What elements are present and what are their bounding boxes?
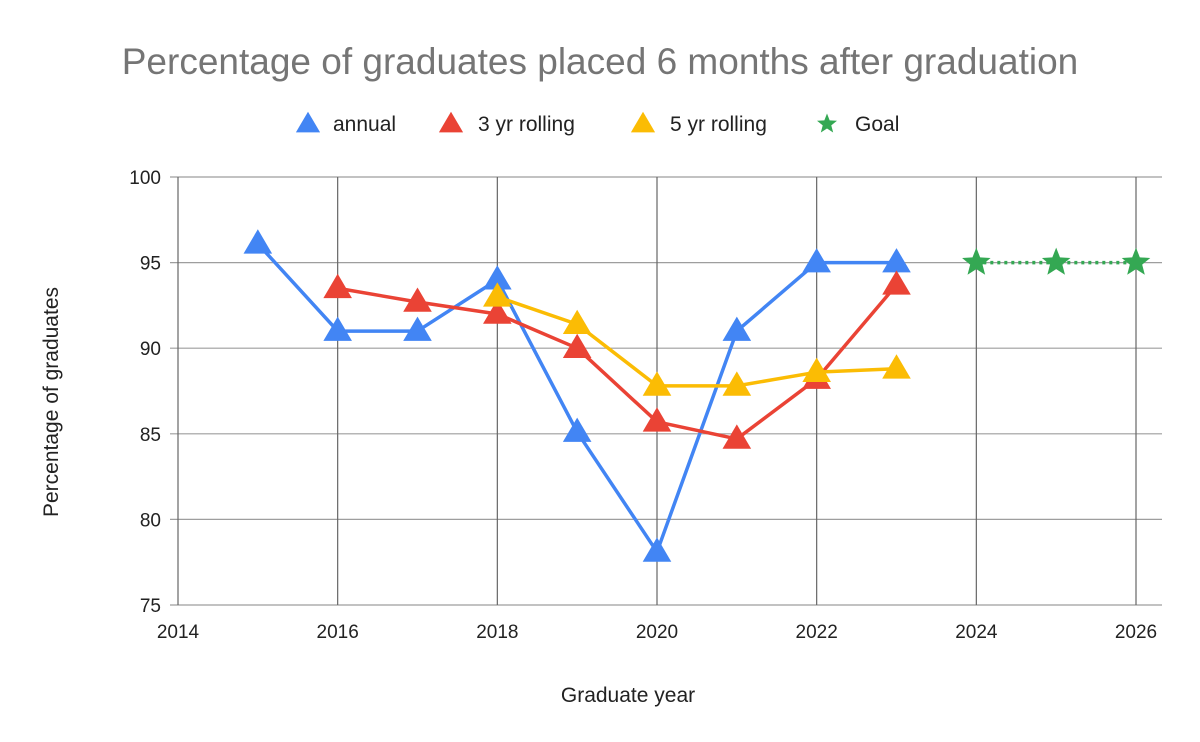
legend-label-goal: Goal [855, 113, 899, 136]
data-point-5-yr-rolling [802, 357, 831, 382]
y-tick-label: 100 [129, 168, 161, 189]
data-point-annual [882, 248, 911, 273]
series-markers [243, 229, 1151, 562]
legend-marker-3-yr-rolling [438, 111, 464, 133]
x-axis-ticks: 2014 2016 2018 2020 2022 2024 2026 [157, 622, 1157, 643]
data-point-5-yr-rolling [882, 354, 911, 379]
data-point-annual [243, 229, 273, 254]
legend-label-annual: annual [333, 113, 396, 136]
data-point-goal [1041, 247, 1071, 275]
data-point-annual [483, 265, 512, 290]
y-axis-label: Percentage of graduates [40, 287, 63, 517]
series-line-5-yr-rolling [496, 295, 897, 388]
data-point-annual [403, 316, 432, 341]
data-point-annual [562, 417, 592, 442]
data-point-3-yr-rolling [722, 424, 752, 449]
chart-title: Percentage of graduates placed 6 months … [122, 41, 1078, 82]
data-point-annual [802, 248, 831, 273]
data-point-goal [1121, 247, 1151, 275]
legend-marker-annual [295, 111, 321, 133]
x-tick-label: 2018 [476, 622, 518, 643]
data-point-5-yr-rolling [722, 371, 752, 396]
series-line-3-yr-rolling [337, 283, 898, 441]
y-axis-ticks: 75 80 85 90 95 100 [129, 168, 161, 617]
data-point-annual [642, 537, 672, 562]
legend-label-5-yr-rolling: 5 yr rolling [670, 113, 767, 136]
data-point-3-yr-rolling [323, 273, 352, 299]
data-point-5-yr-rolling [562, 309, 592, 335]
x-tick-label: 2024 [955, 622, 998, 643]
data-point-5-yr-rolling [483, 282, 512, 307]
legend-marker-goal [817, 113, 837, 133]
y-tick-label: 75 [140, 596, 161, 617]
x-tick-label: 2014 [157, 622, 200, 643]
legend: annual 3 yr rolling 5 yr rolling Goal [295, 111, 899, 136]
data-point-goal [962, 247, 991, 275]
data-point-3-yr-rolling [562, 333, 592, 359]
x-tick-label: 2020 [636, 622, 678, 643]
data-point-annual [722, 316, 752, 341]
x-axis-label: Graduate year [561, 684, 695, 707]
y-tick-label: 95 [140, 254, 161, 275]
y-tick-label: 85 [140, 425, 161, 446]
data-point-3-yr-rolling [483, 299, 512, 324]
x-tick-label: 2022 [796, 622, 838, 643]
legend-label-3-yr-rolling: 3 yr rolling [478, 113, 575, 136]
data-point-3-yr-rolling [882, 270, 911, 295]
data-point-3-yr-rolling [403, 287, 432, 312]
data-point-annual [323, 316, 352, 341]
data-point-3-yr-rolling [642, 407, 672, 432]
x-tick-label: 2016 [317, 622, 359, 643]
data-point-5-yr-rolling [642, 371, 672, 396]
legend-marker-5-yr-rolling [630, 111, 656, 133]
series-lines [256, 242, 1136, 554]
y-tick-label: 90 [140, 339, 161, 360]
y-tick-label: 80 [140, 510, 161, 531]
x-tick-label: 2026 [1115, 622, 1157, 643]
